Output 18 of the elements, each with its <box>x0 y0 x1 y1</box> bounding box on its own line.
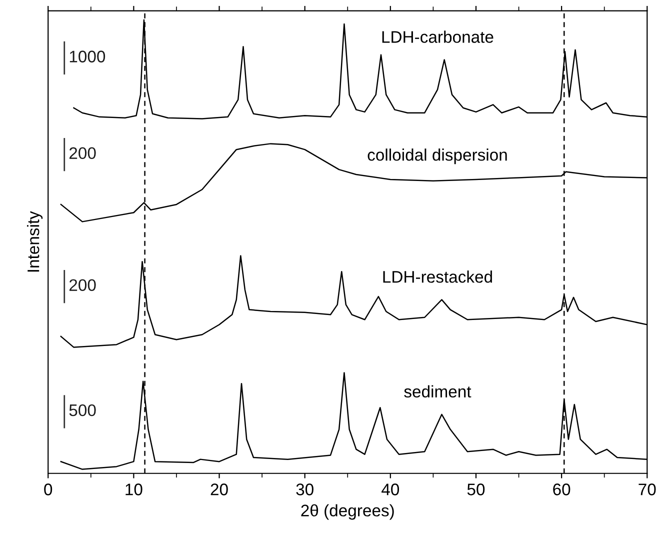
y-axis-title: Intensity <box>27 211 43 272</box>
x-tick-label: 20 <box>210 484 228 496</box>
series-label: colloidal dispersion <box>368 148 507 164</box>
x-tick-label: 70 <box>638 484 656 496</box>
x-tick-label: 30 <box>296 484 314 496</box>
series-label: sediment <box>404 385 472 398</box>
series-label: LDH-restacked <box>383 270 492 283</box>
annotation: 500 <box>69 404 96 416</box>
x-axis-title: 2θ (degrees) <box>301 504 394 520</box>
annotation: 200 <box>69 147 96 160</box>
x-tick-label: 0 <box>44 484 52 496</box>
x-tick-label: 50 <box>467 484 485 496</box>
annotation: 200 <box>69 279 96 292</box>
annotation: 1000 <box>70 50 106 62</box>
x-tick-label: 10 <box>126 484 142 496</box>
x-tick-label: 60 <box>553 484 570 496</box>
legend-label: LDH-carbonate <box>382 30 494 43</box>
x-tick-label: 40 <box>382 484 400 496</box>
